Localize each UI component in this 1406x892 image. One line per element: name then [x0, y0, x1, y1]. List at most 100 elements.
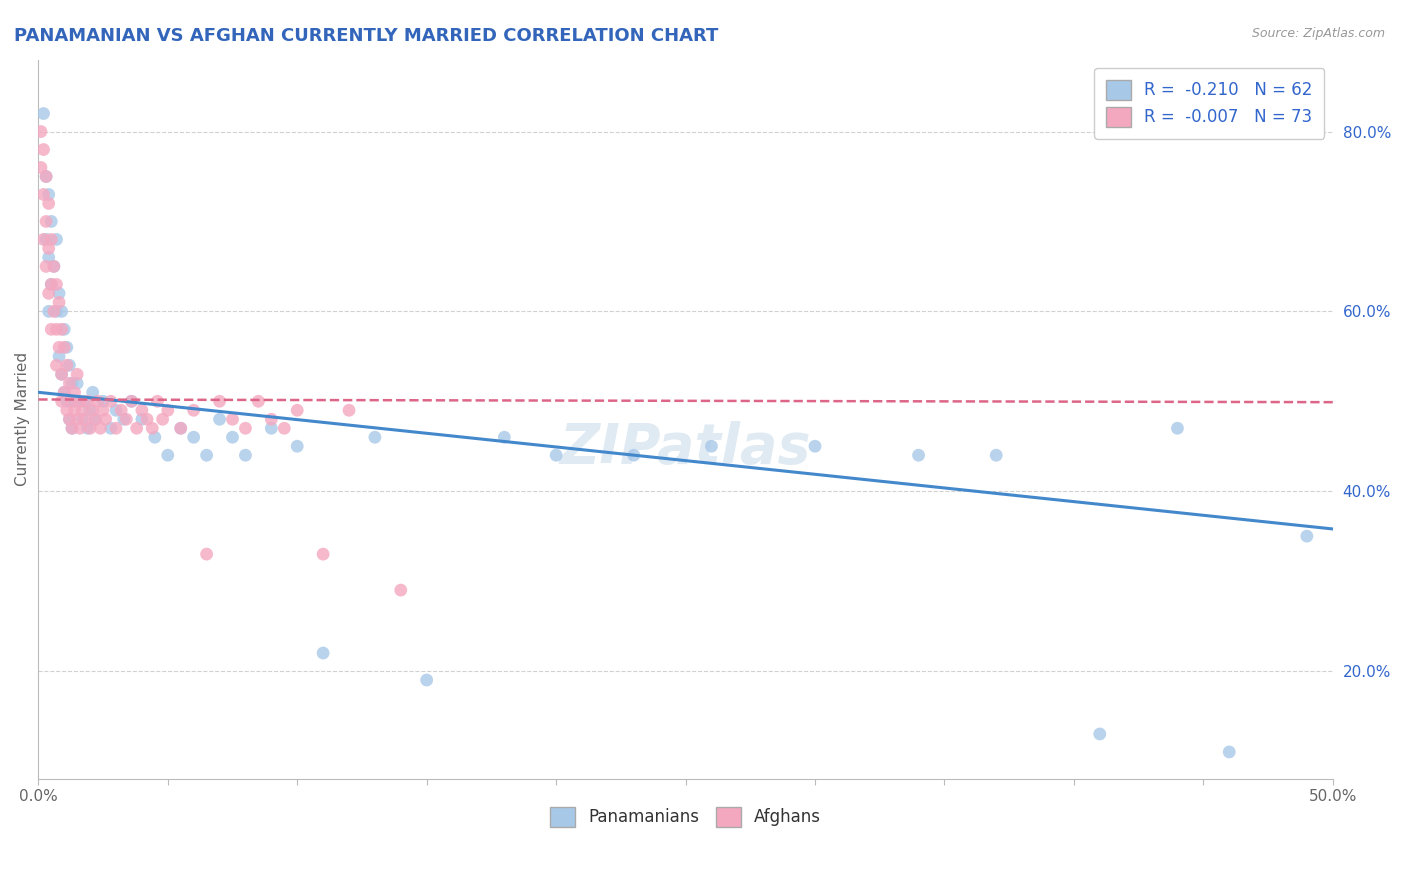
Point: [125, 421, 148, 435]
Point: [136, 412, 159, 426]
Point: [51, 304, 73, 318]
Point: [69, 421, 91, 435]
Point: [156, 403, 179, 417]
Point: [82, 385, 104, 400]
Point: [76, 421, 98, 435]
Point: [30, 124, 52, 138]
Point: [1088, 727, 1111, 741]
Legend: Panamanians, Afghans: Panamanians, Afghans: [541, 798, 830, 835]
Point: [273, 421, 295, 435]
Point: [35, 214, 58, 228]
Point: [170, 421, 193, 435]
Point: [58, 359, 80, 373]
Point: [42, 260, 65, 274]
Point: [152, 412, 174, 426]
Point: [60, 421, 83, 435]
Point: [87, 394, 110, 409]
Point: [89, 421, 111, 435]
Point: [42, 260, 65, 274]
Point: [115, 412, 138, 426]
Point: [986, 448, 1008, 462]
Y-axis label: Currently Married: Currently Married: [15, 352, 30, 486]
Point: [72, 412, 94, 426]
Point: [131, 412, 153, 426]
Point: [35, 232, 58, 246]
Point: [235, 421, 257, 435]
Point: [141, 421, 163, 435]
Point: [56, 394, 79, 409]
Point: [146, 394, 169, 409]
Point: [56, 403, 79, 417]
Point: [39, 277, 62, 292]
Point: [285, 403, 308, 417]
Point: [221, 430, 243, 444]
Point: [45, 322, 67, 336]
Point: [48, 349, 70, 363]
Point: [53, 385, 76, 400]
Point: [58, 376, 80, 391]
Point: [208, 394, 231, 409]
Point: [121, 394, 143, 409]
Point: [247, 394, 270, 409]
Point: [1166, 421, 1188, 435]
Point: [76, 394, 98, 409]
Point: [312, 646, 335, 660]
Point: [32, 232, 55, 246]
Point: [66, 368, 89, 382]
Text: Source: ZipAtlas.com: Source: ZipAtlas.com: [1251, 27, 1385, 40]
Point: [32, 143, 55, 157]
Point: [79, 421, 101, 435]
Point: [183, 430, 205, 444]
Point: [208, 412, 231, 426]
Text: PANAMANIAN VS AFGHAN CURRENTLY MARRIED CORRELATION CHART: PANAMANIAN VS AFGHAN CURRENTLY MARRIED C…: [14, 27, 718, 45]
Point: [79, 403, 101, 417]
Point: [84, 412, 107, 426]
Point: [60, 376, 83, 391]
Point: [53, 322, 76, 336]
Point: [73, 394, 96, 409]
Point: [260, 412, 283, 426]
Point: [35, 169, 58, 184]
Point: [38, 304, 60, 318]
Point: [195, 448, 218, 462]
Point: [195, 547, 218, 561]
Point: [100, 421, 122, 435]
Point: [32, 187, 55, 202]
Point: [105, 421, 128, 435]
Point: [100, 394, 122, 409]
Point: [105, 403, 128, 417]
Point: [623, 448, 645, 462]
Point: [260, 421, 283, 435]
Point: [53, 385, 76, 400]
Point: [38, 187, 60, 202]
Point: [45, 304, 67, 318]
Point: [60, 394, 83, 409]
Text: ZIPatlas: ZIPatlas: [560, 421, 811, 475]
Point: [39, 232, 62, 246]
Point: [42, 304, 65, 318]
Point: [45, 359, 67, 373]
Point: [69, 394, 91, 409]
Point: [221, 412, 243, 426]
Point: [312, 547, 335, 561]
Point: [63, 394, 86, 409]
Point: [51, 394, 73, 409]
Point: [51, 368, 73, 382]
Point: [91, 403, 114, 417]
Point: [56, 340, 79, 354]
Point: [84, 412, 107, 426]
Point: [51, 368, 73, 382]
Point: [112, 412, 135, 426]
Point: [32, 106, 55, 120]
Point: [94, 412, 117, 426]
Point: [1296, 529, 1319, 543]
Point: [35, 169, 58, 184]
Point: [35, 260, 58, 274]
Point: [38, 251, 60, 265]
Point: [48, 286, 70, 301]
Point: [183, 403, 205, 417]
Point: [170, 421, 193, 435]
Point: [389, 583, 412, 598]
Point: [69, 394, 91, 409]
Point: [38, 286, 60, 301]
